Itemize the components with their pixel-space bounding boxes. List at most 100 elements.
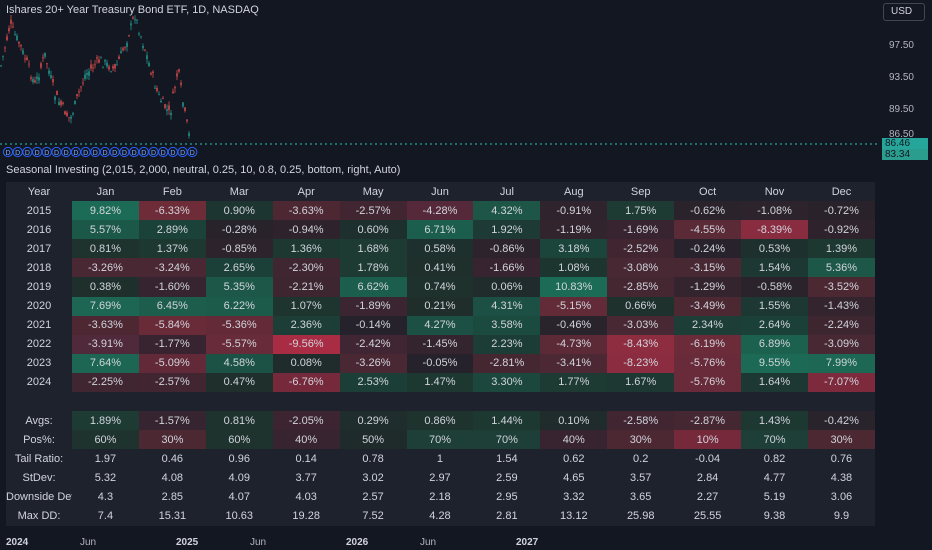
candlestick-series <box>0 15 192 155</box>
spacer-cell <box>6 392 875 411</box>
candle-body <box>122 48 124 51</box>
table-cell: 30% <box>607 430 675 450</box>
candle-body <box>82 82 84 84</box>
table-cell: -1.69% <box>607 220 675 240</box>
stats-row: StDev: 5.32 4.08 4.09 3.77 3.02 2.97 2.59 4.65 3.… <box>6 468 875 487</box>
table-cell: -3.24% <box>138 258 206 278</box>
table-cell: -0.46% <box>540 315 608 335</box>
candle-body <box>80 86 82 88</box>
table-cell: 6.22% <box>205 296 273 316</box>
indicator-legend[interactable]: Seasonal Investing (2,015, 2,000, neutra… <box>6 164 401 176</box>
candle-body <box>30 77 32 79</box>
table-cell: 3.57 <box>629 471 652 484</box>
table-cell: -5.84% <box>138 315 206 335</box>
table-cell: -5.57% <box>205 334 273 354</box>
candle-body <box>184 107 186 111</box>
candle-body <box>160 100 162 103</box>
table-cell: 4.31% <box>473 296 541 316</box>
candle-body <box>60 100 62 105</box>
table-cell: 1.92% <box>473 220 541 240</box>
candle-body <box>106 62 108 67</box>
candle-body <box>130 23 132 26</box>
candle-body <box>140 36 142 38</box>
candle-body <box>98 59 100 63</box>
table-cell: 4.28 <box>429 510 451 523</box>
dividend-marker-label: D <box>44 150 49 157</box>
currency-button[interactable]: USD <box>883 3 925 21</box>
candle-body <box>18 41 20 44</box>
header-month: Feb <box>162 185 182 198</box>
table-cell: -1.19% <box>540 220 608 240</box>
table-cell: -0.72% <box>807 201 875 221</box>
stats-row: Tail Ratio: 1.97 0.46 0.96 0.14 0.78 1 1.54 0.62… <box>6 449 875 468</box>
table-cell: 0.58% <box>406 239 474 259</box>
table-cell: -3.41% <box>540 353 608 373</box>
table-cell: -0.91% <box>540 201 608 221</box>
candle-body <box>136 19 138 21</box>
indicator-price-tag: 83.34 <box>882 149 928 160</box>
table-cell: 2.59 <box>496 471 518 484</box>
header-month: Oct <box>699 185 717 198</box>
table-cell: 1.07% <box>272 296 340 316</box>
table-cell: 4.09 <box>228 471 250 484</box>
table-cell: 2.97 <box>429 471 451 484</box>
table-cell: 2.53% <box>339 372 407 393</box>
candle-body <box>188 133 190 136</box>
dividend-marker <box>129 146 140 158</box>
table-cell: 3.18% <box>540 239 608 259</box>
table-cell: 0.96 <box>228 452 250 465</box>
candle-body <box>16 35 18 41</box>
dividend-marker-label: D <box>141 150 146 157</box>
candle-body <box>6 36 8 41</box>
time-axis-tick: Jun <box>420 537 437 548</box>
candle-body <box>134 19 136 21</box>
candle-body <box>22 50 24 54</box>
dividend-marker <box>119 146 130 158</box>
row-label: 2020 <box>26 300 52 313</box>
candle-body <box>74 100 76 105</box>
table-cell: -9.56% <box>272 334 340 354</box>
table-cell: 6.45% <box>138 296 206 316</box>
table-cell: -3.08% <box>607 258 675 278</box>
year-row: 2023 7.64% -5.09% 4.58% 0.08% -3.26% -0.05% -2.… <box>6 353 875 373</box>
table-cell: 1.67% <box>607 372 675 393</box>
candle-body <box>38 77 40 81</box>
row-label: Avgs: <box>25 414 53 427</box>
table-header-row: Year Jan Feb Mar Apr May Jun Jul Aug Sep Oct Nov Dec <box>6 182 875 201</box>
candle-body <box>10 19 12 24</box>
candle-body <box>100 57 102 59</box>
year-row: 2017 0.81% 1.37% -0.85% 1.36% 1.68% 0.58% -0.86… <box>6 239 875 259</box>
candle-body <box>104 60 106 62</box>
last-price-tag: 86.46 <box>882 138 928 149</box>
table-cell: -6.33% <box>138 201 206 221</box>
table-cell: 0.66% <box>607 296 675 316</box>
table-cell: 10% <box>674 430 742 450</box>
dividend-marker <box>148 146 159 158</box>
candle-body <box>126 42 128 47</box>
time-axis-tick: 2024 <box>6 537 29 548</box>
table-cell: 6.62% <box>339 277 407 297</box>
candle-body <box>48 70 50 74</box>
dividend-marker <box>138 146 149 158</box>
candle-body <box>92 67 94 69</box>
table-cell: 60% <box>72 430 139 450</box>
table-cell: 0.60% <box>339 220 407 240</box>
candle-body <box>28 63 30 65</box>
table-cell: 3.32 <box>563 491 585 504</box>
dividend-marker-label: D <box>93 150 98 157</box>
table-cell: 0.53% <box>741 239 808 259</box>
dividend-marker <box>109 146 120 158</box>
table-cell: -8.39% <box>741 220 808 240</box>
table-cell: 4.03 <box>295 491 317 504</box>
candle-body <box>40 63 42 68</box>
candle-body <box>78 91 80 93</box>
table-cell: -2.58% <box>607 411 675 431</box>
candle-body <box>52 79 54 83</box>
table-cell: -6.76% <box>272 372 340 393</box>
table-cell: 9.82% <box>72 201 139 221</box>
row-label: Downside Dev <box>6 491 72 504</box>
candle-body <box>166 109 168 111</box>
table-cell: -2.57% <box>138 372 206 393</box>
candle-body <box>50 75 52 78</box>
